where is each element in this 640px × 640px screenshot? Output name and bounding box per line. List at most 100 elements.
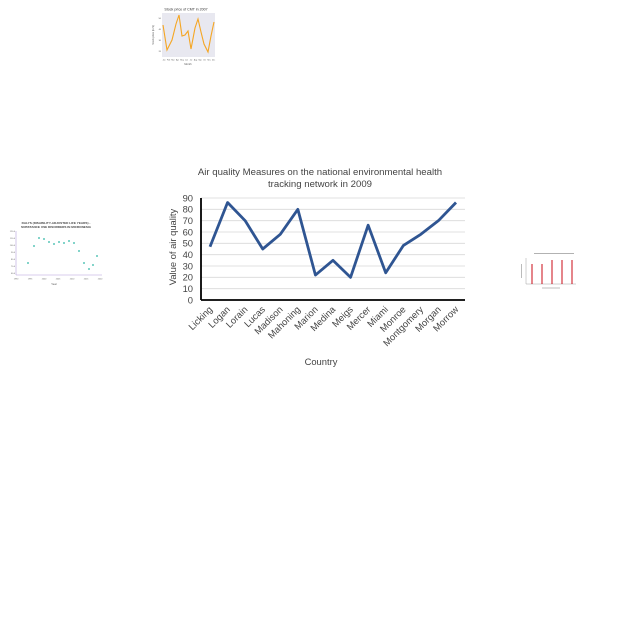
bars-thumb-dot bbox=[551, 280, 553, 282]
bars-thumb-dot bbox=[541, 280, 543, 282]
bars-thumb-dot bbox=[531, 266, 533, 268]
daly-thumb-point bbox=[58, 241, 60, 243]
daly-thumb-x-tick: 1995 bbox=[28, 279, 33, 281]
stock-thumb-x-tick: Jul bbox=[190, 60, 193, 62]
daly-thumb-y-tick: 60.0 bbox=[11, 273, 16, 275]
bars-thumb-dot bbox=[531, 264, 533, 266]
bars-thumb-dot bbox=[541, 266, 543, 268]
stock-thumb-xlabel: Month bbox=[184, 62, 192, 66]
bars-thumb-dot bbox=[571, 280, 573, 282]
bars-thumb-dot bbox=[561, 266, 563, 268]
bars-thumb-dot bbox=[571, 272, 573, 274]
bars-thumb-dot bbox=[561, 280, 563, 282]
bars-thumb-dot bbox=[551, 264, 553, 266]
daly-scatter-thumbnail: DALYS (DISABILITY-ADJUSTED LIFE YEARS) -… bbox=[10, 221, 103, 286]
air-quality-line-chart: Air quality Measures on the national env… bbox=[167, 167, 465, 367]
bars-thumb-dot bbox=[531, 276, 533, 278]
daly-thumb-point bbox=[68, 240, 70, 242]
y-tick-label: 40 bbox=[183, 249, 193, 260]
bars-thumb-dot bbox=[561, 282, 563, 284]
bars-thumb-dot bbox=[551, 260, 553, 262]
stock-thumb-ylabel: Stock price (in $) bbox=[151, 25, 155, 45]
chart-title-line2: tracking network in 2009 bbox=[268, 179, 372, 190]
stock-thumb-x-tick: Apr bbox=[176, 59, 179, 62]
bars-thumb-dot bbox=[541, 282, 543, 284]
daly-thumb-point bbox=[63, 242, 65, 244]
daly-thumb-x-tick: 2015 bbox=[84, 279, 89, 281]
stock-thumb-x-tick: Sep bbox=[198, 60, 201, 62]
daly-thumb-x-tick: 1990 bbox=[14, 279, 19, 281]
daly-thumb-y-tick: 90.0 bbox=[11, 252, 16, 254]
stock-thumb-x-tick: Nov bbox=[207, 60, 210, 62]
x-axis-label: Country bbox=[305, 356, 338, 367]
daly-thumb-y-tick: 110.0 bbox=[10, 238, 16, 240]
bars-thumb-dot bbox=[541, 264, 543, 266]
bars-thumb-dot bbox=[531, 282, 533, 284]
bars-thumb-dot bbox=[551, 268, 553, 270]
bars-thumb-dot bbox=[571, 274, 573, 276]
y-tick-label: 80 bbox=[183, 204, 193, 215]
daly-thumb-point bbox=[92, 264, 94, 266]
bars-thumb-dot bbox=[551, 276, 553, 278]
y-tick-label: 50 bbox=[183, 238, 193, 249]
stock-thumb-x-tick: Oct bbox=[203, 59, 206, 62]
y-tick-label: 0 bbox=[188, 294, 193, 305]
daly-thumb-x-tick: 2005 bbox=[56, 279, 61, 281]
bars-thumb-dot bbox=[551, 272, 553, 274]
daly-thumb-point bbox=[48, 241, 50, 243]
bars-thumb-dot bbox=[541, 274, 543, 276]
bars-thumb-dot bbox=[561, 276, 563, 278]
bars-thumb-dot bbox=[561, 260, 563, 262]
bars-thumb-dot bbox=[551, 282, 553, 284]
bars-thumb-dot bbox=[531, 268, 533, 270]
daly-thumb-point bbox=[38, 237, 40, 239]
daly-thumb-point bbox=[43, 238, 45, 240]
stock-thumb-x-tick: Jan bbox=[162, 60, 165, 62]
bars-thumb-dot bbox=[561, 278, 563, 280]
daly-thumb-y-tick: 120.0 bbox=[10, 231, 16, 233]
daly-thumb-y-tick: 80.0 bbox=[11, 259, 16, 261]
y-tick-label: 20 bbox=[183, 272, 193, 283]
daly-thumb-point bbox=[33, 245, 35, 247]
stock-thumb-y-tick: 50 bbox=[159, 18, 162, 20]
daly-thumb-point bbox=[96, 255, 98, 257]
red-bars-thumbnail bbox=[521, 253, 576, 289]
y-tick-label: 30 bbox=[183, 260, 193, 271]
bars-thumb-dot bbox=[571, 282, 573, 284]
bars-thumb-dot bbox=[531, 270, 533, 272]
bars-thumb-dot bbox=[541, 278, 543, 280]
daly-thumb-point bbox=[83, 262, 85, 264]
bars-thumb-dot bbox=[551, 262, 553, 264]
daly-thumb-point bbox=[73, 242, 75, 244]
bars-thumb-dot bbox=[571, 260, 573, 262]
stock-price-thumbnail: Stock price of CMT in 2007 Stock price (… bbox=[151, 8, 215, 67]
stock-thumb-y-tick: 20 bbox=[159, 51, 162, 53]
bars-thumb-dot bbox=[561, 272, 563, 274]
bars-thumb-dot bbox=[541, 268, 543, 270]
bars-thumb-dot bbox=[571, 278, 573, 280]
daly-thumb-point bbox=[53, 243, 55, 245]
stock-thumb-x-tick: Jun bbox=[185, 60, 188, 62]
daly-thumb-title-line2: SUBSTANCE USE DISORDERS IN MICRONESIA bbox=[21, 225, 92, 229]
bars-thumb-dot bbox=[551, 278, 553, 280]
bars-thumb-dot bbox=[551, 274, 553, 276]
bars-thumb-dot bbox=[531, 280, 533, 282]
bars-thumb-dot bbox=[541, 276, 543, 278]
chart-title-line1: Air quality Measures on the national env… bbox=[198, 167, 442, 178]
bars-thumb-dot bbox=[571, 262, 573, 264]
bars-thumb-dot bbox=[571, 266, 573, 268]
bars-thumb-dot bbox=[531, 272, 533, 274]
bars-thumb-dot bbox=[531, 274, 533, 276]
daly-thumb-title-line1: DALYS (DISABILITY-ADJUSTED LIFE YEARS) - bbox=[22, 221, 91, 225]
bars-thumb-dot bbox=[561, 270, 563, 272]
bars-thumb-dot bbox=[561, 262, 563, 264]
daly-thumb-point bbox=[88, 268, 90, 270]
y-tick-label: 10 bbox=[183, 283, 193, 294]
bars-thumb-dot bbox=[561, 274, 563, 276]
daly-thumb-y-tick: 70.0 bbox=[11, 266, 16, 268]
stock-price-line bbox=[162, 14, 215, 54]
bars-thumb-dot bbox=[571, 268, 573, 270]
y-tick-label: 90 bbox=[183, 192, 193, 203]
y-axis-label: Value of air quality bbox=[167, 208, 178, 285]
bars-thumb-dot bbox=[571, 276, 573, 278]
